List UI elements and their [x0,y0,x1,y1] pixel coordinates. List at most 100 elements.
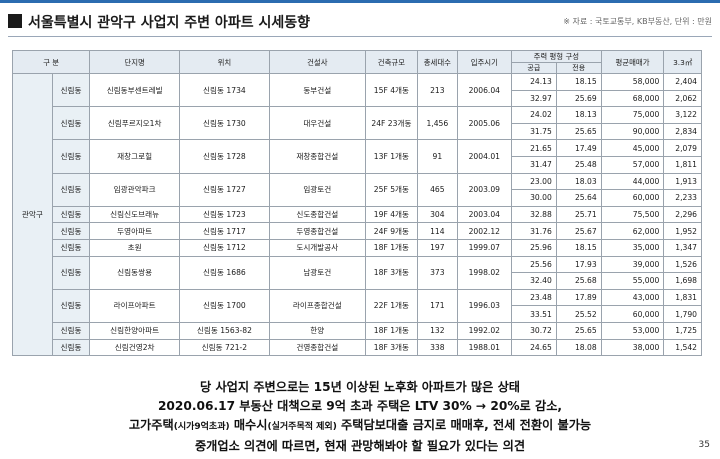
movein-cell: 2003.09 [456,172,512,207]
per-pyeong-cell: 3,122 [663,106,702,124]
scale-cell: 18F 1개동 [364,238,419,257]
scale-cell: 24F 9개동 [364,222,419,240]
header-size-group: 주력 평형 구성 [510,50,602,63]
summary-line-4: 중개업소 의견에 따르면, 현재 관망해봐야 할 필요가 있다는 의견 [194,439,526,453]
supply-cell: 24.02 [510,106,557,124]
location-cell: 신림동 1563-82 [179,321,270,340]
scale-cell: 24F 23개동 [364,106,419,141]
avg-price-cell: 68,000 [600,89,665,108]
header-scale: 건축규모 [364,50,419,74]
location-cell: 신림동 1712 [179,238,270,257]
avg-price-cell: 44,000 [600,172,665,191]
per-pyeong-cell: 1,913 [663,172,702,191]
avg-price-cell: 75,500 [600,205,665,224]
households-cell: 114 [417,222,458,240]
header-per-pyeong: 3.3㎡ [663,50,702,74]
movein-cell: 1988.01 [456,338,512,357]
avg-price-cell: 45,000 [600,139,665,157]
price-trend-table: 구 분 단지명 위치 건설사 건축규모 총세대수 입주시기 주력 평형 구성 평… [11,50,702,357]
supply-cell: 25.56 [510,255,557,274]
exclusive-cell: 25.69 [555,89,602,108]
header-households: 총세대수 [417,50,458,74]
households-cell: 132 [417,321,458,340]
location-cell: 신림동 1730 [179,106,270,141]
location-cell: 신림동 1727 [179,172,270,207]
location-cell: 신림동 1728 [179,139,270,174]
supply-cell: 25.96 [510,238,557,257]
header-danji: 단지명 [89,50,181,74]
district-cell: 관악구 [12,72,53,357]
supply-cell: 33.51 [510,305,557,323]
table-row: 신림동 신림건영2차 신림동 721-2 건영종합건설 18F 3개동 338 1988.0… [13,338,702,357]
exclusive-cell: 25.65 [555,321,602,340]
households-cell: 171 [417,288,458,323]
builder-cell: 재창종합건설 [268,139,366,174]
supply-cell: 23.00 [510,172,557,191]
location-cell: 신림동 1734 [179,72,270,108]
danji-cell: 재창그로힐 [89,139,181,174]
builder-cell: 신도종합건설 [268,205,366,224]
summary-line-3-d: (실거주목적 제외) [267,422,337,432]
per-pyeong-cell: 1,831 [663,288,702,307]
page-title: 서울특별시 관악구 사업지 주변 아파트 시세동향 [28,15,310,31]
exclusive-cell: 17.49 [555,139,602,157]
households-cell: 373 [417,255,458,290]
dong-cell: 신림동 [51,222,91,240]
header-exclusive: 전용 [555,62,602,74]
header-supply: 공급 [510,62,557,74]
avg-price-cell: 57,000 [600,155,665,174]
households-cell: 1,456 [417,106,458,141]
per-pyeong-cell: 1,698 [663,272,702,290]
supply-cell: 23.48 [510,288,557,307]
households-cell: 338 [417,338,458,357]
exclusive-cell: 25.52 [555,305,602,323]
table-row: 신림동 신림푸르지오1차 신림동 1730 대우건설 24F 23개동 1,456 2005… [13,106,702,141]
movein-cell: 1996.03 [456,288,512,323]
exclusive-cell: 25.68 [555,272,602,290]
location-cell: 신림동 1700 [179,288,270,323]
builder-cell: 건영종합건설 [268,338,366,357]
supply-cell: 24.13 [510,73,557,91]
danji-cell: 임광관악파크 [89,172,181,207]
households-cell: 304 [417,205,458,224]
danji-cell: 신림동부센트레빌 [89,72,181,108]
danji-cell: 초원 [89,238,181,257]
per-pyeong-cell: 1,526 [663,255,702,274]
summary-line-3: 고가주택(시가9억초과) 매수시(실거주목적 제외) 주택담보대출 금지로 매매… [0,416,720,437]
avg-price-cell: 39,000 [600,255,665,274]
exclusive-cell: 25.71 [555,205,602,224]
households-cell: 465 [417,172,458,207]
header-location: 위치 [179,50,270,74]
builder-cell: 대우건설 [268,106,366,141]
per-pyeong-cell: 2,233 [663,189,702,207]
supply-cell: 21.65 [510,139,557,157]
households-cell: 91 [417,139,458,174]
exclusive-cell: 17.89 [555,288,602,307]
supply-cell: 32.97 [510,89,557,108]
summary-line-3-b: (시가9억초과) [173,422,230,432]
movein-cell: 2003.04 [456,205,512,224]
exclusive-cell: 18.13 [555,106,602,124]
builder-cell: 도시개발공사 [268,238,366,257]
scale-cell: 22F 1개동 [364,288,419,323]
scale-cell: 18F 3개동 [364,338,419,357]
avg-price-cell: 55,000 [600,272,665,290]
avg-price-cell: 38,000 [600,338,665,357]
exclusive-cell: 18.15 [555,238,602,257]
exclusive-cell: 25.67 [555,222,602,240]
summary-line-3-c: 매수시 [229,418,268,432]
table-body: 관악구 신림동 신림동부센트레빌 신림동 1734 동부건설 15F 4개동 213 2006… [12,72,702,357]
table-row: 관악구 신림동 신림동부센트레빌 신림동 1734 동부건설 15F 4개동 213 2006… [12,72,702,357]
slide-header: 서울특별시 관악구 사업지 주변 아파트 시세동향 ※ 자료 : 국토교통부, … [8,10,712,36]
summary-line-3-a: 고가주택 [128,418,174,432]
table-row: 신림동 초원 신림동 1712 도시개발공사 18F 1개동 197 1999.07 25.9… [13,238,702,257]
location-cell: 신림동 1686 [179,255,270,290]
source-note: ※ 자료 : 국토교통부, KB부동산, 단위 : 만원 [563,17,712,26]
header-gubun: 구 분 [11,50,91,74]
avg-price-cell: 60,000 [600,189,665,207]
avg-price-cell: 75,000 [600,106,665,124]
supply-cell: 31.47 [510,155,557,174]
per-pyeong-cell: 2,079 [663,139,702,157]
builder-cell: 두영종합건설 [268,222,366,240]
scale-cell: 18F 3개동 [364,255,419,290]
